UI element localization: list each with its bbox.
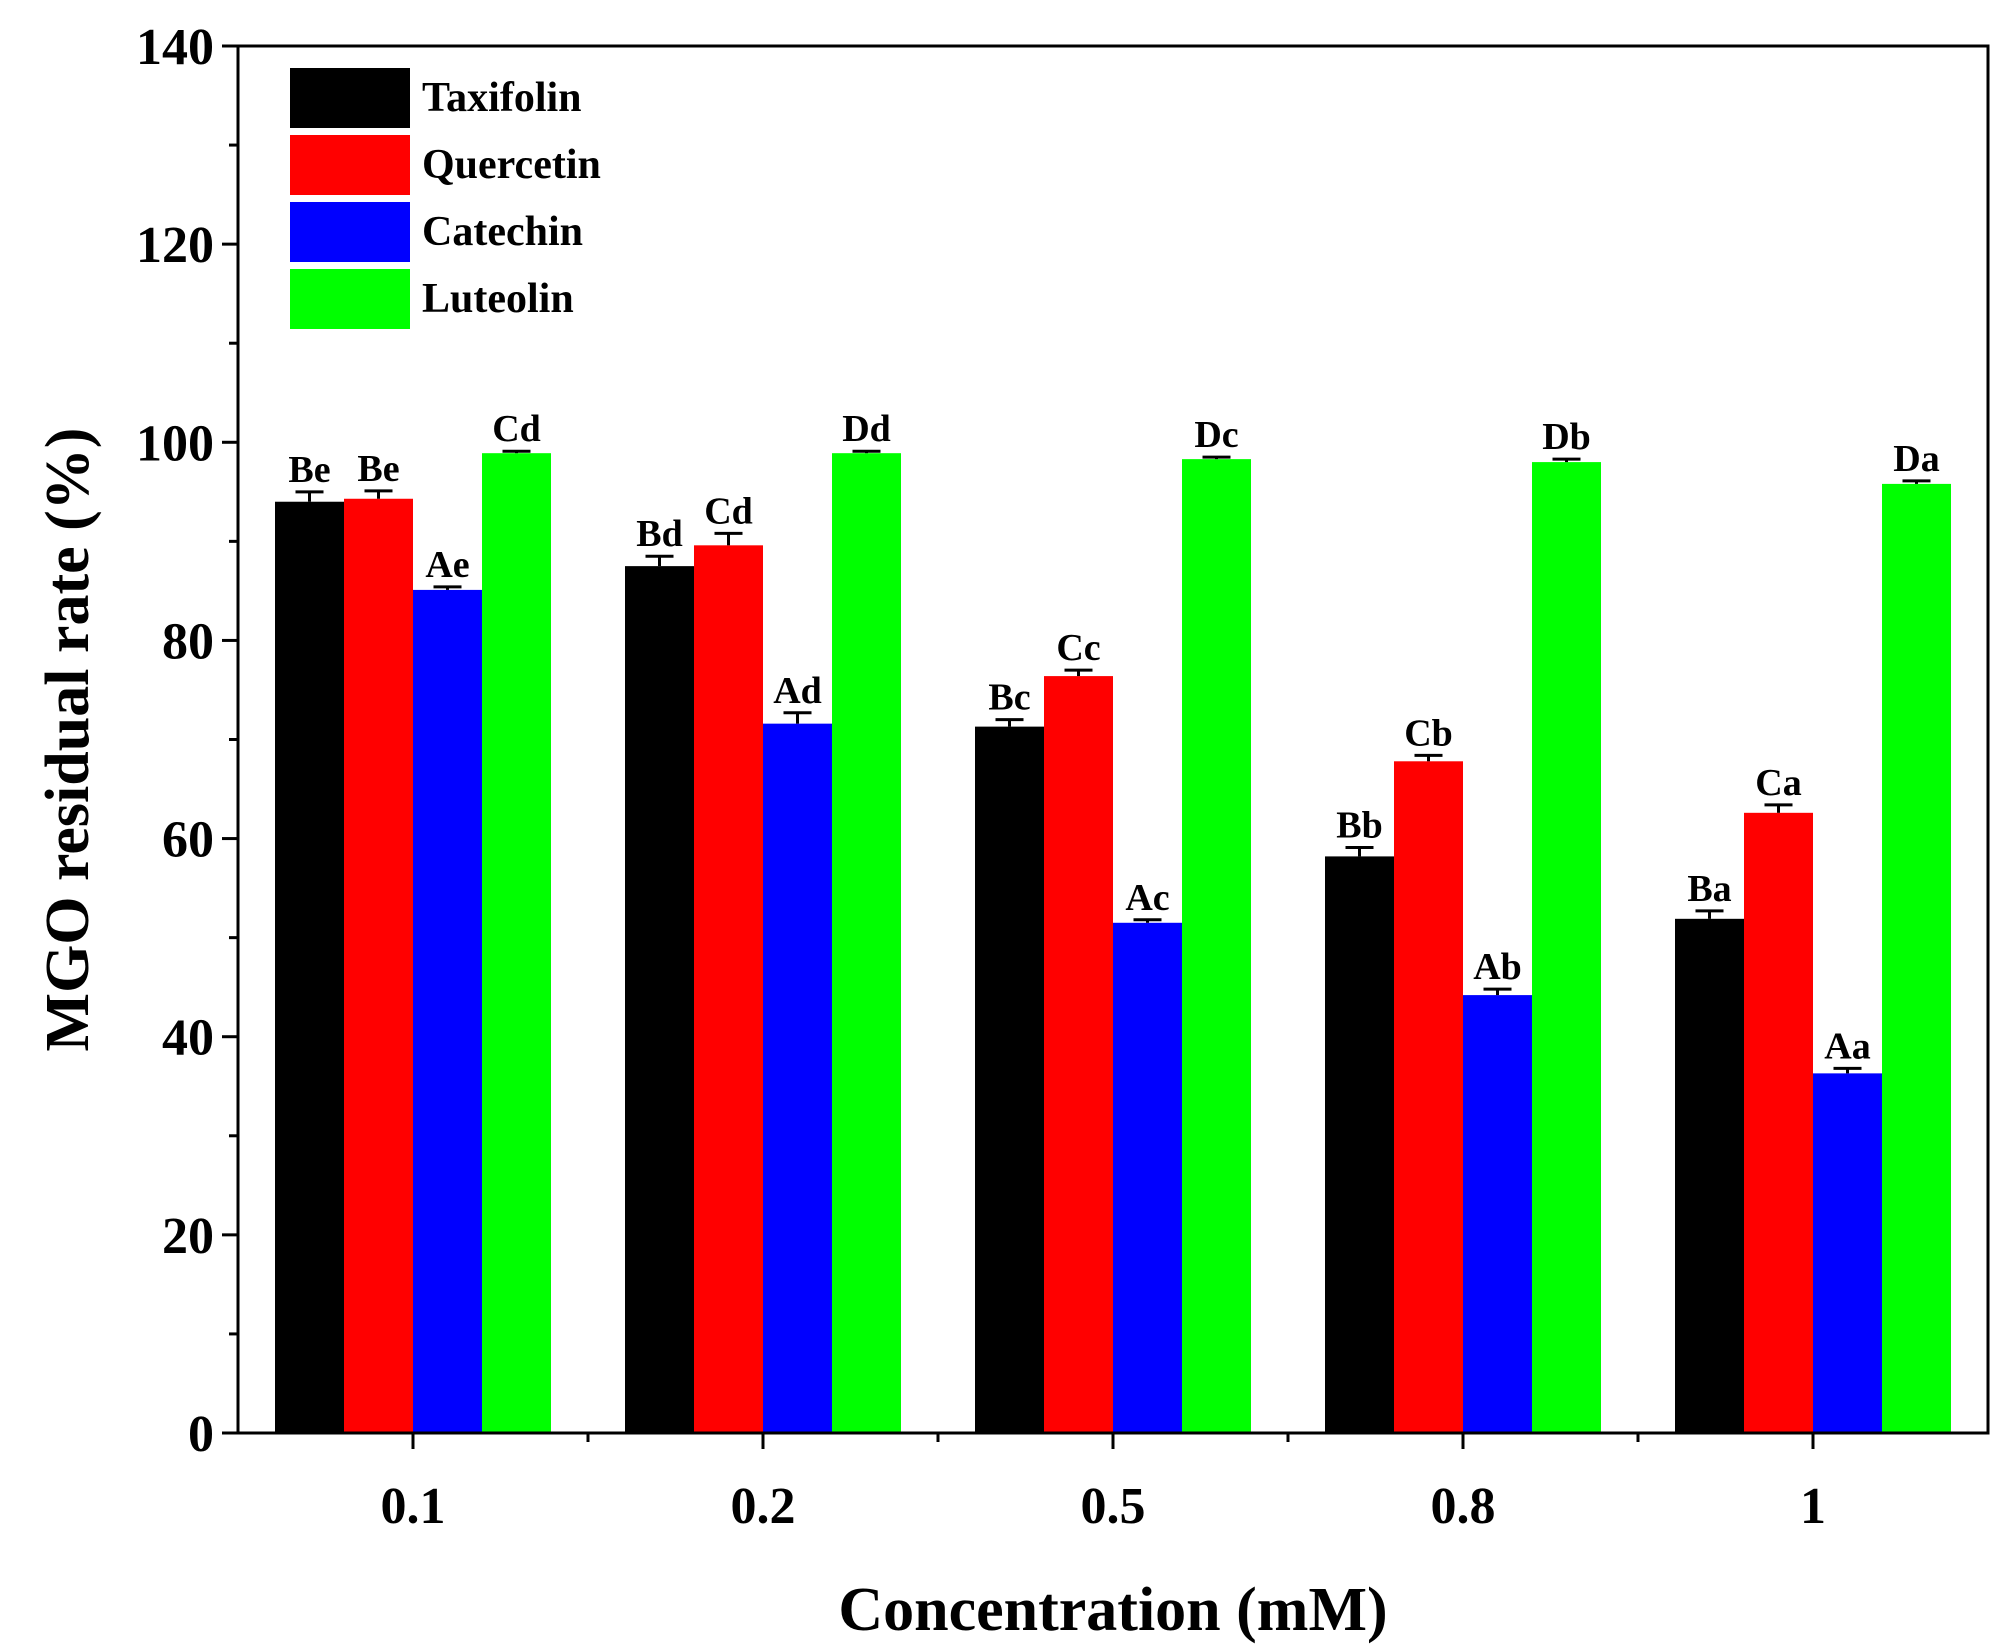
bar-significance-label: Ae [425,544,469,586]
legend-label: Quercetin [422,142,601,188]
y-axis-title: MGO residual rate (%) [34,428,102,1052]
legend-swatch [290,202,410,262]
bar-significance-label: Ca [1755,762,1801,804]
x-tick-label: 0.1 [381,1478,446,1535]
y-tick-label: 100 [136,415,214,472]
bar [482,453,551,1433]
bar-significance-label: Dc [1194,414,1238,456]
bar [1463,995,1532,1433]
bar [1532,462,1601,1434]
x-tick-label: 0.8 [1431,1478,1496,1535]
x-tick-label: 0.5 [1081,1478,1146,1535]
bar [413,589,482,1433]
y-axis: 0 20 40 60 80 100 120 140 [136,19,238,1463]
bar-significance-label: Cd [704,490,753,532]
bar [1813,1073,1882,1433]
legend-label: Luteolin [422,276,574,322]
y-tick-label: 40 [162,1010,214,1067]
bar [275,501,344,1433]
bar-significance-label: Bc [988,677,1030,719]
legend-label: Taxifolin [422,75,582,121]
bar [975,726,1044,1433]
x-tick-label: 1 [1800,1478,1826,1535]
legend-label: Catechin [422,209,583,255]
bar [694,545,763,1433]
legend-swatch [290,269,410,329]
bar-labels-layer: Be Be Ae Cd Bd Cd Ad Dd Bc Cc Ac Dc Bb Cb Ab Db Ba Ca Aa Da [288,408,1939,1067]
bar [832,453,901,1433]
bar-significance-label: Dd [842,408,891,450]
y-tick-label: 20 [162,1208,214,1265]
bar [1882,483,1951,1433]
bar-significance-label: Bd [636,513,682,555]
bar [763,723,832,1433]
bar [1325,856,1394,1433]
bar-significance-label: Cd [492,408,541,450]
bar-significance-label: Ad [773,670,822,712]
y-tick-label: 120 [136,217,214,274]
bar-significance-label: Bb [1336,804,1382,846]
bar [344,498,413,1433]
legend-swatch [290,68,410,128]
bar [1744,812,1813,1433]
legend-swatch [290,135,410,195]
bar-significance-label: Db [1542,416,1591,458]
y-tick-label: 60 [162,812,214,869]
y-tick-label: 80 [162,613,214,670]
bar-significance-label: Be [357,448,399,490]
x-axis-title: Concentration (mM) [838,1576,1387,1644]
bar [1394,761,1463,1433]
bar [625,566,694,1433]
bar [1113,922,1182,1433]
bar-significance-label: Da [1893,438,1939,480]
bar-significance-label: Cb [1404,712,1453,754]
bar [1182,459,1251,1433]
bar-significance-label: Cc [1056,627,1100,669]
bar-significance-label: Be [288,449,330,491]
y-tick-label: 140 [136,19,214,76]
bars-layer [275,453,1951,1434]
bar [1044,676,1113,1433]
bar-significance-label: Ab [1473,946,1522,988]
x-tick-label: 0.2 [731,1478,796,1535]
legend: Taxifolin Quercetin Catechin Luteolin [290,68,601,329]
x-axis: 0.1 0.2 0.5 0.8 1 [381,1433,1826,1535]
bar-significance-label: Aa [1824,1025,1870,1067]
y-tick-label: 0 [188,1406,214,1463]
bar-significance-label: Ba [1687,868,1731,910]
bar-significance-label: Ac [1125,877,1169,919]
bar [1675,918,1744,1433]
error-bars-layer [295,449,1931,1074]
